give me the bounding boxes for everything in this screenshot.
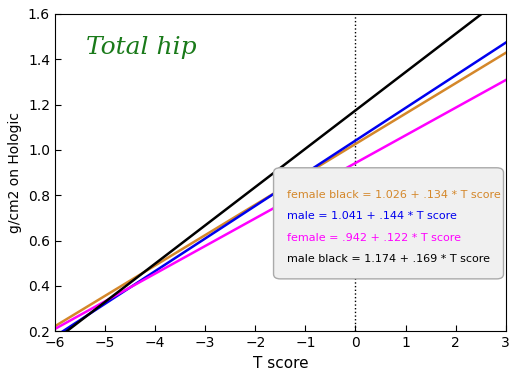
Text: female = .942 + .122 * T score: female = .942 + .122 * T score xyxy=(287,233,461,243)
Text: male = 1.041 + .144 * T score: male = 1.041 + .144 * T score xyxy=(287,211,457,221)
Y-axis label: g/cm2 on Hologic: g/cm2 on Hologic xyxy=(8,112,22,233)
FancyBboxPatch shape xyxy=(273,168,504,279)
Text: Total hip: Total hip xyxy=(86,36,197,59)
Text: female black = 1.026 + .134 * T score: female black = 1.026 + .134 * T score xyxy=(287,190,501,200)
Text: male black = 1.174 + .169 * T score: male black = 1.174 + .169 * T score xyxy=(287,254,490,264)
X-axis label: T score: T score xyxy=(252,356,308,371)
